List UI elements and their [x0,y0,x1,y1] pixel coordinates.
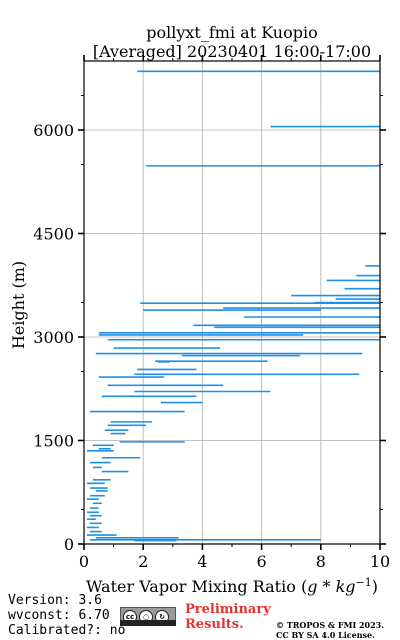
chart-title: pollyxt_fmi at Kuopio [146,23,317,42]
copyright-notice: © TROPOS & FMI 2023. CC BY SA 4.0 Licens… [276,620,384,640]
x-tick-label: 8 [316,552,326,571]
preliminary-line-2: Results. [185,617,244,632]
preliminary-notice: Preliminary Results. [185,602,271,632]
copyright-line-2: CC BY SA 4.0 License. [276,630,375,640]
y-tick-label: 0 [64,535,74,554]
y-tick-label: 6000 [33,121,74,140]
y-tick-label: 4500 [33,225,74,244]
y-tick-label: 3000 [33,328,74,347]
calibrated-text: Calibrated?: no [8,623,126,638]
y-tick-label: 1500 [33,432,74,451]
profile-segments [86,70,380,542]
x-tick-label: 4 [197,552,207,571]
axis-ticks: 0 1500 3000 4500 6000 0 2 4 6 8 10 [33,55,390,571]
x-tick-label: 6 [257,552,267,571]
y-axis-label: Height (m) [9,261,28,349]
copyright-line-1: © TROPOS & FMI 2023. [276,620,385,630]
wvconst-text: wvconst: 6.70 [8,608,110,623]
x-tick-label: 10 [370,552,390,571]
chart-subtitle: [Averaged] 20230401 16:00-17:00 [93,42,371,61]
preliminary-line-1: Preliminary [185,602,271,617]
x-tick-label: 0 [79,552,89,571]
version-text: Version: 3.6 [8,593,102,608]
x-axis-label: Water Vapor Mixing Ratio (g * kg−1) [86,576,378,596]
cc-badge-strip [120,620,176,626]
x-tick-label: 2 [138,552,148,571]
